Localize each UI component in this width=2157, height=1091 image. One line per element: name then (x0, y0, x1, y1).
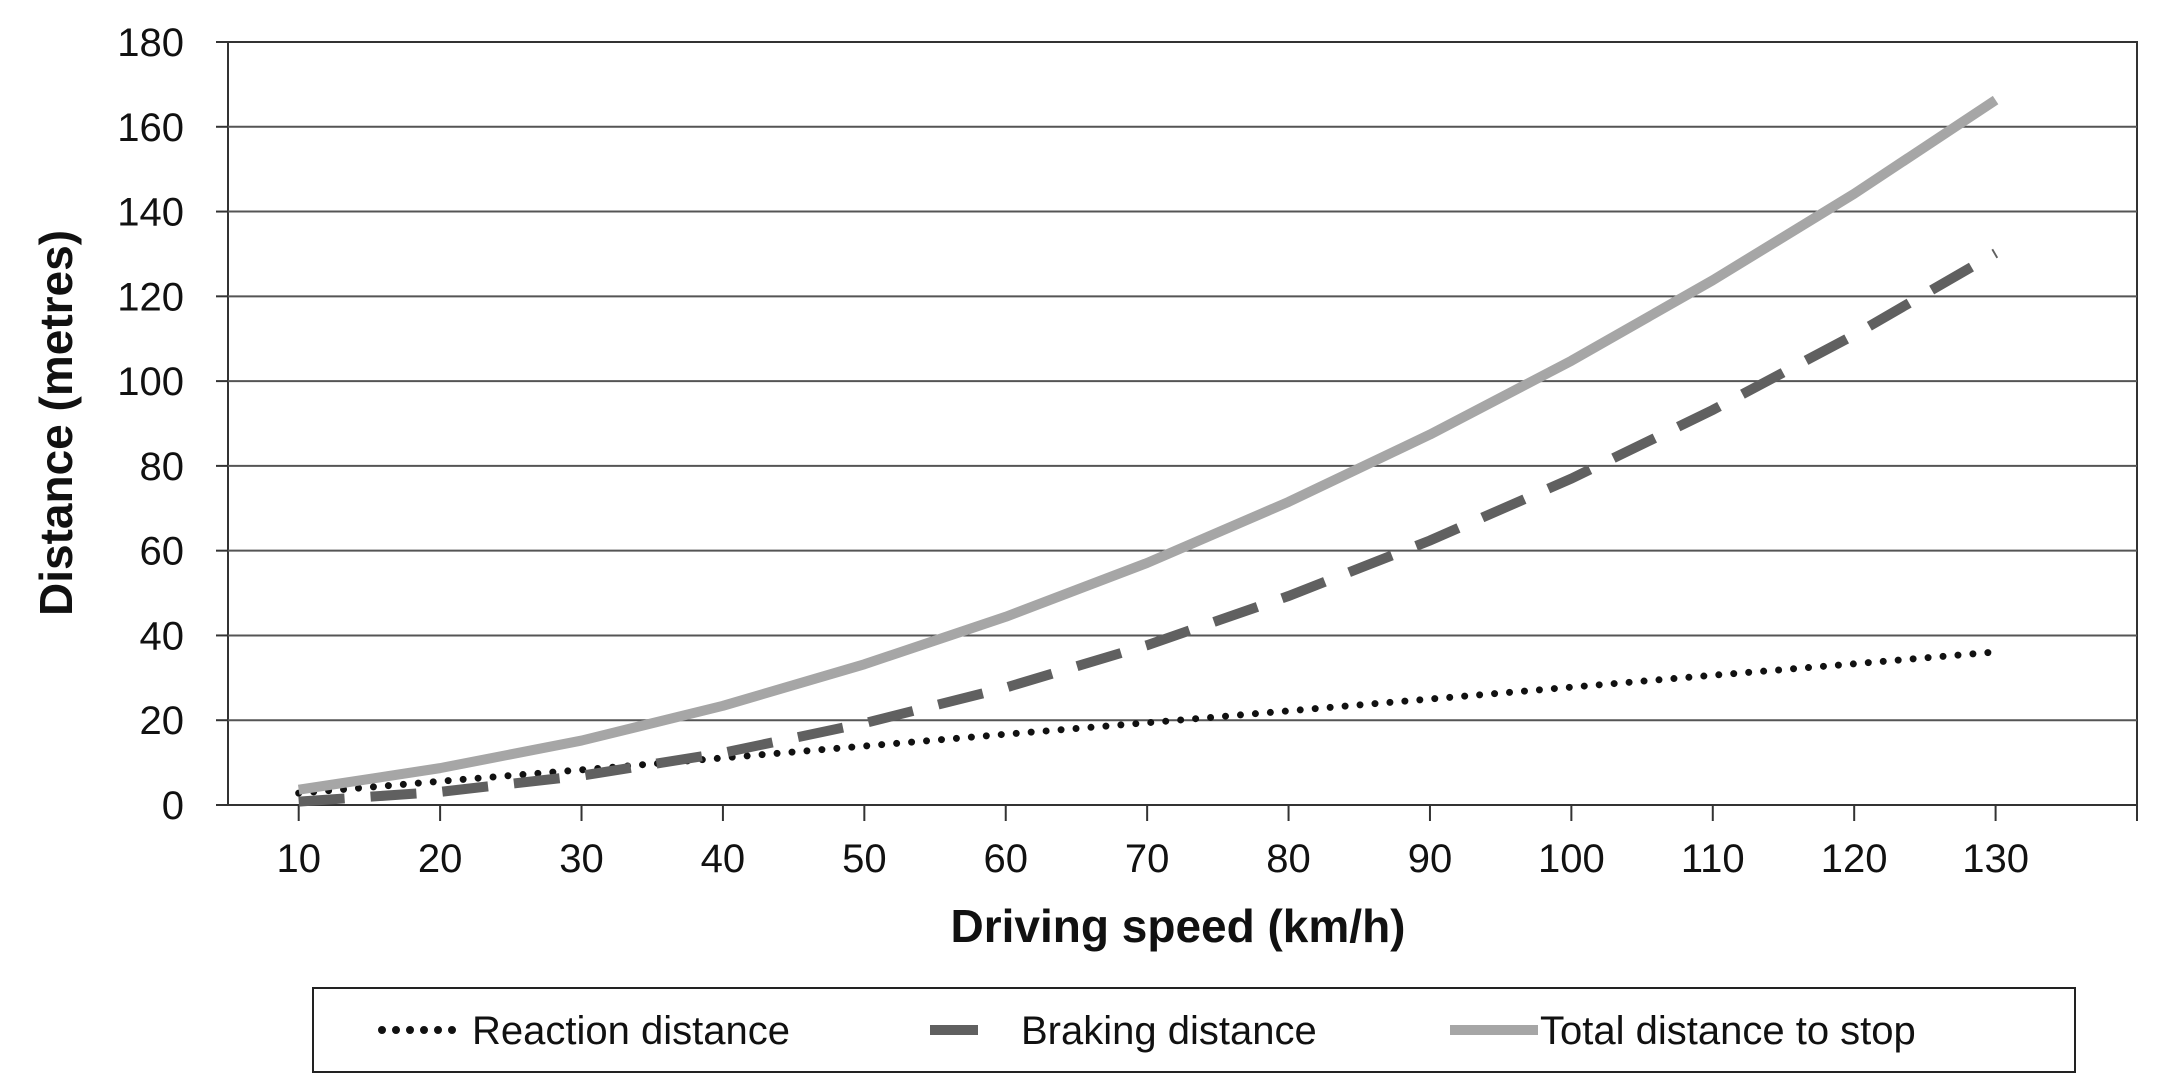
y-tick-label-40: 40 (140, 614, 185, 658)
y-tick-label-180: 180 (117, 21, 184, 65)
y-tick-label-60: 60 (140, 530, 185, 574)
y-axis-title: Distance (metres) (30, 230, 82, 616)
x-axis-title: Driving speed (km/h) (951, 900, 1406, 952)
y-tick-label-0: 0 (162, 784, 184, 828)
x-tick-label-60: 60 (983, 837, 1028, 881)
x-tick-label-80: 80 (1266, 837, 1311, 881)
series-line-braking-distance (298, 248, 1999, 807)
x-tick-label-120: 120 (1821, 837, 1888, 881)
y-tick-label-160: 160 (117, 106, 184, 150)
legend: Reaction distance Braking distance Total… (312, 987, 2076, 1073)
y-tick-label-80: 80 (140, 445, 185, 489)
x-tick-label-130: 130 (1962, 837, 2029, 881)
y-tick-label-140: 140 (117, 191, 184, 235)
x-tick-label-70: 70 (1125, 837, 1170, 881)
y-tick-label-20: 20 (140, 699, 185, 743)
series-line-total-distance-to-stop (297, 95, 1999, 795)
x-tick-label-100: 100 (1538, 837, 1605, 881)
legend-label-braking: Braking distance (1021, 1009, 1317, 1053)
plot-area (227, 41, 2138, 806)
legend-label-reaction: Reaction distance (472, 1009, 790, 1053)
x-axis-ticks: 10 20 30 40 50 60 70 80 90 100 110 120 130 (276, 805, 2138, 881)
x-tick-label-30: 30 (559, 837, 604, 881)
x-tick-label-110: 110 (1681, 837, 1745, 881)
x-tick-label-50: 50 (842, 837, 887, 881)
x-tick-label-40: 40 (701, 837, 746, 881)
x-tick-label-10: 10 (276, 837, 321, 881)
y-tick-label-120: 120 (117, 275, 184, 319)
y-tick-label-100: 100 (117, 360, 184, 404)
x-tick-label-90: 90 (1408, 837, 1453, 881)
series-lines (295, 95, 2000, 807)
x-tick-label-20: 20 (418, 837, 463, 881)
legend-box (312, 987, 2076, 1073)
series-line-reaction-distance (295, 648, 2000, 797)
legend-label-total: Total distance to stop (1540, 1009, 1916, 1053)
y-axis-ticks: 0 20 40 60 80 100 120 140 160 180 (117, 21, 228, 828)
